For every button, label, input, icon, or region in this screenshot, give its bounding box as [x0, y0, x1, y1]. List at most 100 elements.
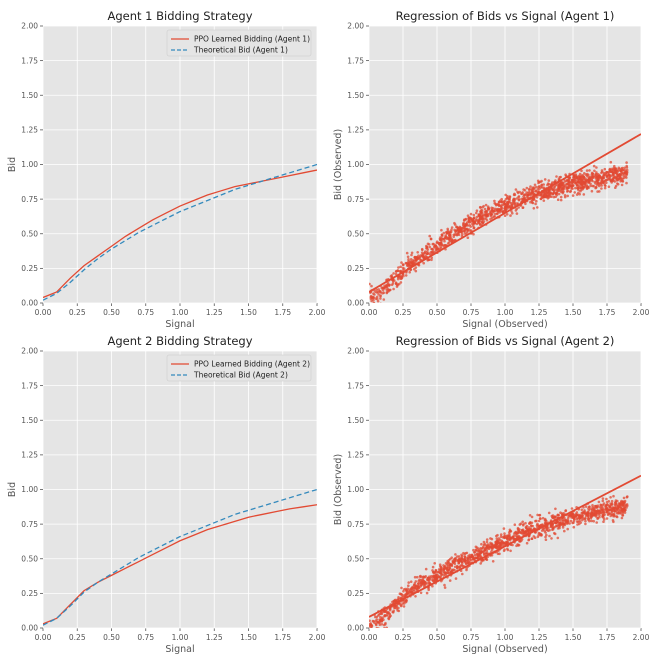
y-tick-label: 1.75	[347, 381, 364, 390]
y-tick-label: 1.00	[21, 485, 38, 494]
series-line-1	[43, 169, 317, 299]
y-tick-label: 0.50	[347, 229, 364, 238]
x-tick-label: 1.75	[599, 633, 616, 642]
x-tick-label: 2.00	[633, 308, 650, 317]
plot-content	[43, 163, 317, 301]
chart-panel-3: 0.00 0.25 0.50 0.75 1.00 1.25 1.50 1.75 2.00 0.00…	[7, 334, 326, 655]
y-tick-label: 1.00	[21, 160, 38, 169]
x-tick-label: 0.00	[361, 633, 378, 642]
y-tick-label: 1.00	[347, 160, 364, 169]
y-tick-label: 1.25	[21, 451, 38, 460]
x-tick-label: 1.00	[172, 633, 189, 642]
x-tick-label: 1.75	[274, 308, 291, 317]
x-tick-label: 0.75	[137, 308, 154, 317]
y-tick-label: 1.00	[347, 485, 364, 494]
x-tick-label: 1.75	[599, 308, 616, 317]
x-tick-label: 0.50	[103, 633, 120, 642]
x-tick-label: 1.25	[531, 633, 548, 642]
y-tick-label: 1.50	[347, 416, 364, 425]
y-tick-label: 1.50	[347, 91, 364, 100]
legend-label: PPO Learned Bidding (Agent 2)	[194, 360, 310, 369]
x-tick-label: 0.50	[429, 308, 446, 317]
x-tick-label: 0.25	[69, 308, 86, 317]
legend-box	[166, 354, 312, 382]
series-line-1	[43, 504, 317, 625]
legend: PPO Learned Bidding (Agent 1) Theoretical…	[166, 29, 312, 57]
x-tick-label: 0.00	[35, 308, 52, 317]
y-tick-label: 1.50	[21, 416, 38, 425]
x-axis-label: Signal (Observed)	[462, 644, 547, 655]
plot-content	[43, 488, 317, 626]
x-tick-label: 1.50	[565, 633, 582, 642]
y-tick-label: 1.25	[347, 451, 364, 460]
x-tick-label: 2.00	[633, 633, 650, 642]
x-tick-label: 1.50	[240, 308, 257, 317]
y-tick-label: 2.00	[21, 22, 38, 31]
y-tick-label: 2.00	[21, 347, 38, 356]
x-tick-label: 0.75	[463, 633, 480, 642]
x-tick-label: 0.25	[69, 633, 86, 642]
y-tick-label: 0.75	[347, 520, 364, 529]
y-axis-label: Bid (Observed)	[333, 454, 344, 525]
x-tick-label: 0.25	[395, 308, 412, 317]
chart-title: Regression of Bids vs Signal (Agent 2)	[396, 334, 615, 348]
plot-content	[369, 474, 641, 628]
x-tick-label: 1.00	[172, 308, 189, 317]
chart-title: Agent 2 Bidding Strategy	[107, 334, 252, 348]
x-tick-label: 0.25	[395, 633, 412, 642]
regression-line	[369, 133, 641, 293]
y-tick-label: 0.00	[347, 299, 364, 308]
x-tick-label: 0.50	[429, 633, 446, 642]
y-tick-label: 0.25	[21, 589, 38, 598]
x-tick-label: 0.50	[103, 308, 120, 317]
legend-label: Theoretical Bid (Agent 1)	[193, 46, 288, 55]
x-tick-label: 0.75	[137, 633, 154, 642]
x-tick-label: 1.75	[274, 633, 291, 642]
x-tick-label: 1.25	[206, 633, 223, 642]
x-tick-label: 1.25	[531, 308, 548, 317]
chart-title: Regression of Bids vs Signal (Agent 1)	[396, 9, 615, 23]
y-tick-label: 0.75	[347, 195, 364, 204]
y-tick-label: 0.25	[347, 589, 364, 598]
y-tick-label: 2.00	[347, 347, 364, 356]
y-tick-label: 0.00	[21, 299, 38, 308]
y-tick-label: 1.50	[21, 91, 38, 100]
series-line-2	[43, 488, 317, 626]
y-tick-label: 0.75	[21, 195, 38, 204]
chart-panel-2: 0.00 0.25 0.50 0.75 1.00 1.25 1.50 1.75 2.00 0.00…	[333, 9, 650, 330]
y-tick-label: 1.75	[21, 56, 38, 65]
x-tick-label: 1.00	[497, 308, 514, 317]
x-tick-label: 1.50	[240, 633, 257, 642]
scatter-points	[369, 160, 629, 303]
y-tick-label: 0.50	[347, 554, 364, 563]
legend-box	[166, 29, 312, 57]
y-tick-label: 0.50	[21, 554, 38, 563]
y-tick-label: 0.25	[347, 264, 364, 273]
plot-content	[369, 133, 641, 303]
y-tick-label: 0.75	[21, 520, 38, 529]
y-axis-label: Bid	[7, 157, 18, 172]
regression-line	[369, 474, 641, 618]
y-axis-label: Bid	[7, 482, 18, 497]
x-tick-label: 1.50	[565, 308, 582, 317]
chart-title: Agent 1 Bidding Strategy	[107, 9, 252, 23]
x-tick-label: 1.25	[206, 308, 223, 317]
chart-panel-4: 0.00 0.25 0.50 0.75 1.00 1.25 1.50 1.75 2.00 0.00…	[333, 334, 650, 655]
x-axis-label: Signal	[165, 319, 194, 330]
y-tick-label: 1.75	[21, 381, 38, 390]
legend: PPO Learned Bidding (Agent 2) Theoretical…	[166, 354, 312, 382]
x-tick-label: 0.75	[463, 308, 480, 317]
y-tick-label: 0.00	[347, 624, 364, 633]
x-tick-label: 1.00	[497, 633, 514, 642]
chart-panel-1: 0.00 0.25 0.50 0.75 1.00 1.25 1.50 1.75 2.00 0.00…	[7, 9, 326, 330]
x-tick-label: 0.00	[35, 633, 52, 642]
y-axis-label: Bid (Observed)	[333, 129, 344, 200]
y-tick-label: 0.50	[21, 229, 38, 238]
series-line-2	[43, 163, 317, 301]
y-tick-label: 2.00	[347, 22, 364, 31]
y-tick-label: 1.75	[347, 56, 364, 65]
x-tick-label: 2.00	[309, 308, 326, 317]
y-tick-label: 1.25	[21, 126, 38, 135]
y-tick-label: 0.25	[21, 264, 38, 273]
